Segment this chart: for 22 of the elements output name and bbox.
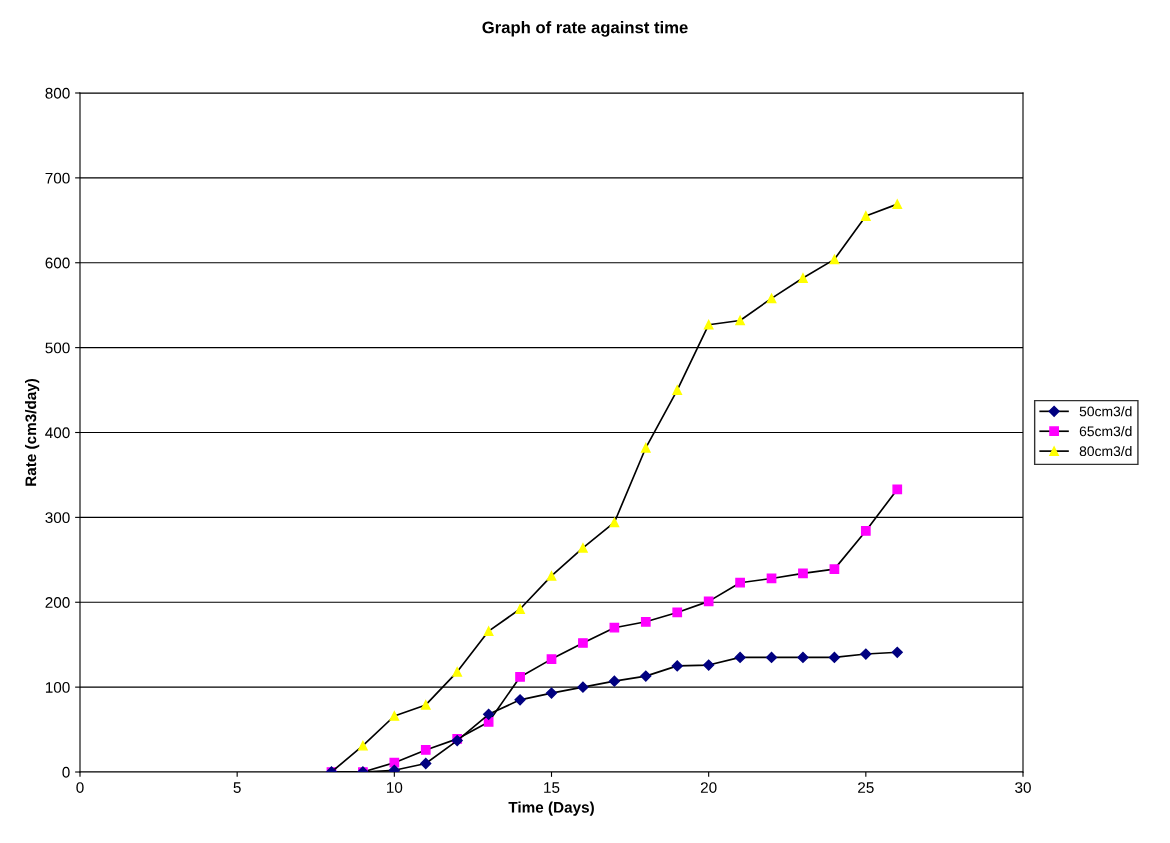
x-tick-label: 25 [858,782,874,793]
x-tick-label: 10 [387,782,403,793]
y-tick-label: 300 [45,512,70,524]
x-axis-title: Time (Days) [508,801,594,816]
y-tick-label: 800 [45,87,70,99]
y-tick-label: 400 [45,427,70,439]
y-tick-label: 200 [45,597,70,608]
x-tick-label: 15 [544,782,560,793]
chart-title: Graph of rate against time [482,21,688,37]
legend-label: 50cm3/d [1079,406,1132,417]
y-tick-label: 100 [45,681,70,693]
y-axis-title: Rate (cm3/day) [24,378,40,486]
x-tick-label: 30 [1015,782,1031,793]
legend-label: 80cm3/d [1079,445,1132,457]
y-tick-label: 700 [45,172,70,184]
legend-label: 65cm3/d [1079,426,1132,437]
x-tick-label: 20 [700,782,717,793]
x-tick-label: 5 [233,782,241,793]
x-tick-label: 0 [76,782,84,793]
y-tick-label: 0 [62,766,70,778]
y-tick-label: 600 [45,257,70,269]
y-tick-label: 500 [45,342,70,354]
